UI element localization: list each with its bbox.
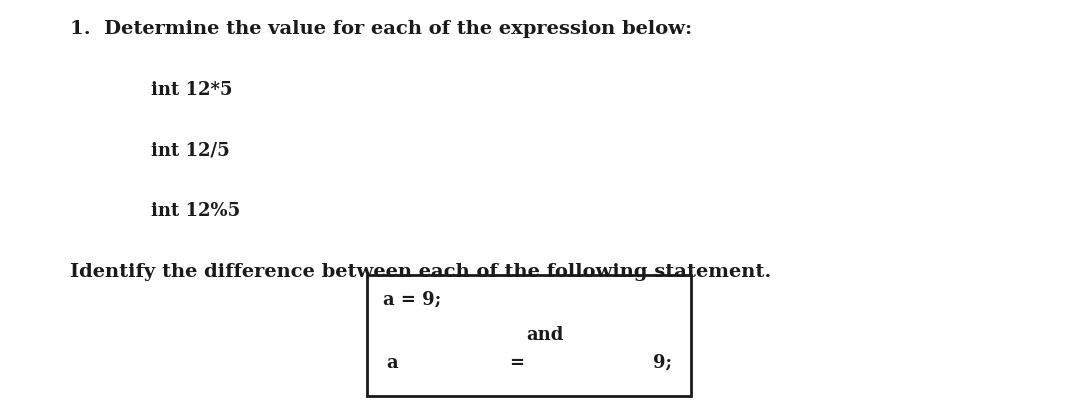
Text: int 12/5: int 12/5 [151, 141, 230, 160]
Bar [367, 275, 691, 396]
Text: =: = [509, 354, 524, 372]
Text: int 12%5: int 12%5 [151, 202, 241, 220]
Text: int 12*5: int 12*5 [151, 81, 232, 99]
Text: Identify the difference between each of the following statement.: Identify the difference between each of … [70, 263, 771, 281]
Text: 1.  Determine the value for each of the expression below:: 1. Determine the value for each of the e… [70, 20, 692, 38]
Text: a: a [387, 354, 399, 372]
Text: and: and [527, 326, 564, 344]
Text: a = 9;: a = 9; [383, 291, 442, 309]
Text: 9;: 9; [652, 354, 672, 372]
